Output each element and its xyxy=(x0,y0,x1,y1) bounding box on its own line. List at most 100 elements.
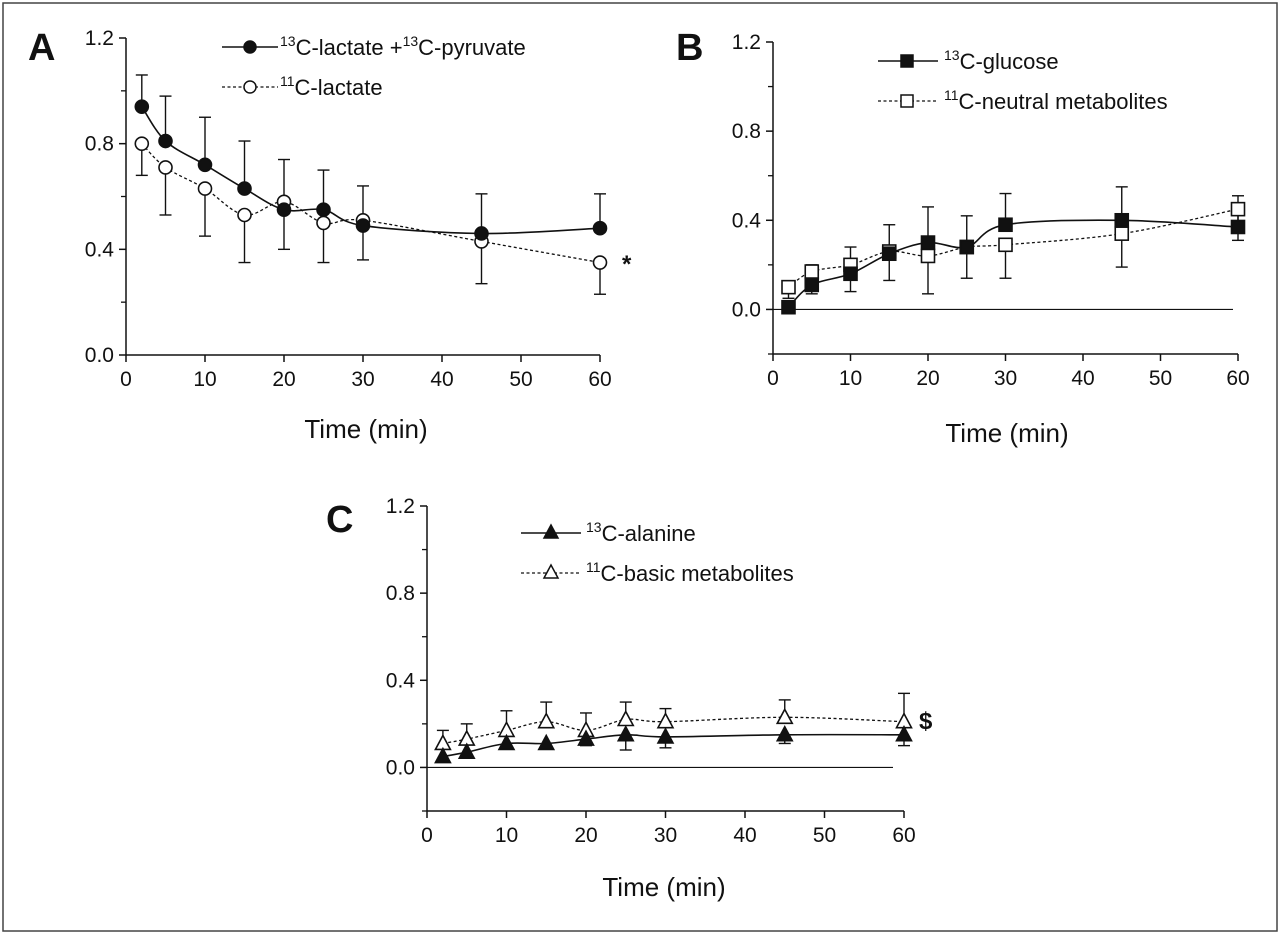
x-tick-label: 0 xyxy=(120,368,132,391)
data-point-filled-triangle xyxy=(457,742,476,759)
data-point-open-square xyxy=(1230,201,1246,217)
data-point-filled-triangle xyxy=(497,733,516,751)
x-tick-label: 50 xyxy=(509,368,532,391)
y-tick-label: 0.8 xyxy=(386,582,415,605)
x-tick-label: 20 xyxy=(574,824,597,847)
x-tick-label: 60 xyxy=(892,824,915,847)
data-point-filled-triangle xyxy=(577,729,595,746)
data-point-open-square xyxy=(1114,226,1130,241)
y-tick-label: 0.4 xyxy=(386,669,416,692)
data-point-filled-circle xyxy=(355,218,371,233)
data-point-filled-circle xyxy=(592,220,608,236)
y-tick-label: 0.4 xyxy=(85,238,115,261)
data-point-open-circle xyxy=(158,160,173,175)
data-point-filled-triangle xyxy=(656,727,675,744)
data-point-filled-square xyxy=(781,299,796,315)
legend-label-series-1: 13C-alanine xyxy=(586,519,696,546)
data-point-open-circle xyxy=(197,181,213,196)
x-tick-label: 50 xyxy=(813,824,836,847)
data-point-filled-square xyxy=(881,246,897,262)
x-tick-label: 10 xyxy=(495,824,518,847)
y-tick-label: 0.0 xyxy=(386,756,415,779)
legend-sup: 11 xyxy=(586,559,601,575)
panel-c: C 0.0 0.4 0.8 1.2 0 10 20 30 40 50 60 Time (min) 1… xyxy=(326,495,933,902)
y-tick-label: 0.0 xyxy=(85,344,114,367)
x-tick-label: 10 xyxy=(193,368,216,391)
legend-marker-filled-square xyxy=(900,54,914,68)
data-point-filled-triangle xyxy=(895,725,913,742)
data-point-filled-square xyxy=(998,217,1013,233)
legend-sup: 11 xyxy=(944,87,959,103)
legend-label-series-1: 13C-lactate +13C-pyruvate xyxy=(280,33,526,60)
data-point-filled-circle xyxy=(134,99,150,114)
x-tick-label: 40 xyxy=(733,824,756,847)
x-axis-title: Time (min) xyxy=(304,414,427,444)
data-point-filled-circle xyxy=(197,157,213,173)
x-tick-label: 20 xyxy=(272,368,295,391)
x-axis-title: Time (min) xyxy=(602,872,725,902)
legend-sup: 13 xyxy=(586,519,602,535)
y-tick-label: 1.2 xyxy=(732,31,761,54)
y-tick-label: 0.8 xyxy=(732,120,761,143)
y-tick-label: 1.2 xyxy=(386,495,415,518)
panel-letter: C xyxy=(326,499,353,541)
panel-letter: B xyxy=(676,27,703,69)
data-point-filled-square xyxy=(843,266,858,282)
legend-main: C-lactate xyxy=(295,75,383,100)
series-group xyxy=(434,692,913,764)
data-point-filled-triangle xyxy=(434,746,452,764)
legend-main: C-alanine xyxy=(602,521,696,546)
series-group xyxy=(134,74,608,295)
legend-main: C-lactate + xyxy=(296,35,403,60)
data-point-filled-circle xyxy=(276,202,292,218)
legend: 13C-glucose 11C-neutral metabolites xyxy=(878,47,1168,114)
axes: 0.0 0.4 0.8 1.2 0 10 20 30 40 50 60 xyxy=(85,27,612,391)
x-tick-label: 50 xyxy=(1149,367,1172,390)
legend: 13C-lactate +13C-pyruvate 11C-lactate xyxy=(222,33,526,100)
data-point-filled-square xyxy=(1230,219,1246,235)
significance-dollar: $ xyxy=(919,708,933,735)
data-point-filled-triangle xyxy=(537,733,556,751)
data-point-open-square xyxy=(920,248,936,264)
data-point-filled-triangle xyxy=(775,725,794,742)
legend-sup: 11 xyxy=(280,73,295,89)
y-tick-label: 1.2 xyxy=(85,27,114,50)
legend-marker-filled-triangle xyxy=(542,523,560,539)
x-tick-label: 0 xyxy=(421,824,433,847)
data-point-filled-square xyxy=(920,235,936,250)
x-tick-label: 30 xyxy=(351,368,374,391)
axes: 0.0 0.4 0.8 1.2 0 10 20 30 40 50 60 xyxy=(732,31,1250,390)
data-point-open-square xyxy=(998,237,1013,253)
axes: 0.0 0.4 0.8 1.2 0 10 20 30 40 50 60 xyxy=(386,495,916,847)
legend-main: C-basic metabolites xyxy=(601,561,794,586)
panel-a: A 0.0 0.4 0.8 1.2 0 10 20 30 40 50 60 Time (min) 1… xyxy=(28,27,632,444)
x-tick-label: 10 xyxy=(839,367,862,390)
legend-label-series-1: 13C-glucose xyxy=(944,47,1059,74)
legend-label-series-2: 11C-basic metabolites xyxy=(586,559,794,586)
legend-label-series-2: 11C-neutral metabolites xyxy=(944,87,1168,114)
x-tick-label: 0 xyxy=(767,367,779,390)
y-tick-label: 0.8 xyxy=(85,133,114,156)
data-point-filled-triangle xyxy=(616,725,635,742)
legend-marker-filled-circle xyxy=(243,40,257,54)
x-tick-label: 40 xyxy=(430,368,453,391)
data-point-filled-circle xyxy=(474,226,489,241)
data-point-open-circle xyxy=(592,255,608,270)
legend-main: C-pyruvate xyxy=(418,35,526,60)
data-point-open-circle xyxy=(237,207,252,223)
x-axis-title: Time (min) xyxy=(945,418,1068,448)
panel-b: B 0.0 0.4 0.8 1.2 0 10 20 30 40 50 60 Time (min) 1… xyxy=(676,27,1250,448)
data-point-open-circle xyxy=(134,136,150,151)
legend-marker-open-triangle xyxy=(542,563,560,579)
y-tick-label: 0.0 xyxy=(732,298,761,321)
legend-sup: 13 xyxy=(403,33,419,49)
x-tick-label: 30 xyxy=(654,824,677,847)
legend-label-series-2: 11C-lactate xyxy=(280,73,383,100)
legend-marker-open-square xyxy=(900,94,914,108)
legend-main: C-neutral metabolites xyxy=(959,89,1168,114)
data-point-filled-circle xyxy=(237,181,252,196)
legend-sup: 13 xyxy=(280,33,296,49)
x-tick-label: 40 xyxy=(1071,367,1094,390)
